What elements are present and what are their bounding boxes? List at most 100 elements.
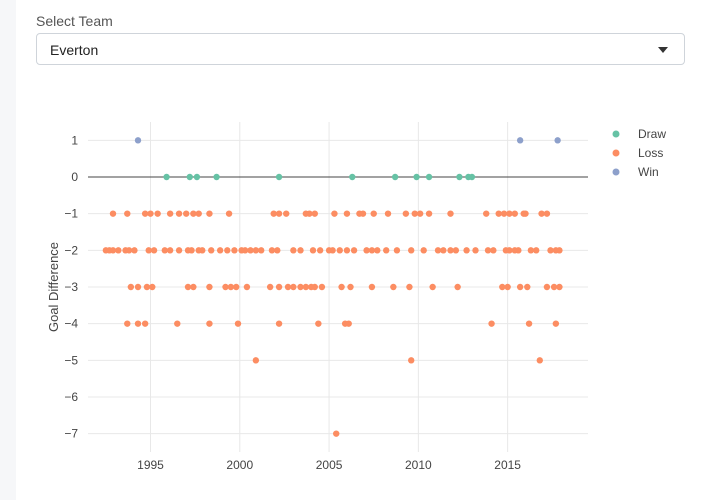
loss-point	[268, 247, 276, 254]
loss-point	[290, 247, 297, 254]
loss-point	[315, 320, 322, 327]
loss-point	[522, 210, 529, 217]
loss-point	[338, 283, 345, 291]
loss-point	[420, 247, 427, 254]
draw-point	[213, 173, 220, 181]
loss-point	[345, 320, 352, 327]
loss-point	[506, 247, 513, 254]
loss-point	[499, 283, 506, 291]
legend-marker-draw	[612, 130, 620, 138]
draw-point	[456, 173, 463, 181]
draw-point	[413, 173, 420, 181]
loss-point	[311, 283, 318, 291]
select-team-label: Select Team	[36, 13, 113, 29]
loss-point	[252, 247, 260, 254]
loss-point	[333, 430, 340, 437]
loss-point	[408, 357, 415, 364]
loss-point	[297, 283, 304, 291]
win-point	[554, 137, 561, 144]
loss-point	[331, 210, 338, 217]
loss-point	[550, 283, 558, 291]
loss-point	[411, 210, 418, 217]
loss-point	[483, 210, 490, 217]
loss-point	[206, 320, 213, 327]
loss-point	[406, 283, 413, 291]
loss-point	[141, 320, 149, 327]
loss-point	[227, 283, 235, 291]
loss-point	[533, 247, 540, 254]
loss-point	[525, 320, 533, 327]
legend-marker-loss	[612, 149, 620, 157]
loss-point	[275, 320, 283, 327]
loss-point	[127, 283, 135, 291]
loss-point	[225, 210, 233, 217]
loss-point	[524, 283, 531, 291]
y-tick-label: −7	[64, 427, 78, 441]
loss-point	[275, 210, 283, 217]
loss-point	[515, 247, 522, 254]
loss-point	[188, 247, 195, 254]
loss-point	[266, 283, 274, 291]
loss-point	[368, 247, 376, 254]
loss-point	[247, 247, 254, 254]
loss-point	[484, 247, 492, 254]
loss-point	[359, 210, 367, 217]
draw-point	[391, 173, 399, 181]
loss-point	[233, 283, 240, 291]
loss-point	[402, 210, 410, 217]
loss-point	[190, 283, 197, 291]
loss-point	[447, 247, 454, 254]
y-tick-label: −3	[64, 280, 78, 294]
loss-point	[125, 247, 133, 254]
loss-point	[184, 283, 192, 291]
loss-point	[174, 320, 181, 327]
y-tick-label: −6	[64, 390, 78, 404]
loss-point	[511, 210, 518, 217]
loss-point	[275, 283, 283, 291]
draw-point	[468, 173, 476, 181]
loss-point	[556, 247, 563, 254]
y-tick-label: −4	[64, 317, 78, 331]
loss-point	[336, 247, 343, 254]
legend-marker-win	[612, 168, 620, 176]
loss-point	[175, 247, 183, 254]
loss-point	[149, 283, 156, 291]
x-tick-label: 1995	[137, 458, 164, 472]
loss-point	[490, 247, 497, 254]
draw-point	[275, 173, 283, 181]
loss-point	[183, 210, 190, 217]
loss-point	[274, 247, 281, 254]
loss-point	[115, 247, 122, 254]
chevron-down-icon[interactable]	[658, 47, 668, 53]
loss-point	[206, 210, 213, 217]
loss-point	[190, 210, 197, 217]
y-tick-label: 1	[71, 133, 78, 147]
x-tick-label: 2010	[405, 458, 432, 472]
loss-point	[368, 283, 376, 291]
draw-point	[349, 173, 356, 181]
loss-point	[208, 247, 215, 254]
loss-point	[500, 210, 508, 217]
legend-label-draw: Draw	[638, 127, 666, 141]
loss-point	[416, 210, 424, 217]
loss-point	[383, 247, 390, 254]
loss-point	[440, 247, 447, 254]
loss-point	[536, 357, 543, 364]
draw-point	[163, 173, 170, 181]
loss-point	[429, 283, 436, 291]
team-select-dropdown[interactable]: Everton	[36, 33, 685, 65]
draw-point	[186, 173, 193, 181]
loss-point	[206, 283, 213, 291]
loss-point	[543, 283, 551, 291]
y-tick-label: 0	[71, 170, 78, 184]
loss-point	[241, 247, 249, 254]
loss-point	[252, 357, 260, 364]
loss-point	[452, 247, 460, 254]
loss-point	[393, 247, 401, 254]
loss-point	[199, 247, 206, 254]
loss-point	[384, 210, 392, 217]
loss-point	[370, 210, 377, 217]
loss-point	[302, 283, 310, 291]
loss-point	[363, 247, 370, 254]
